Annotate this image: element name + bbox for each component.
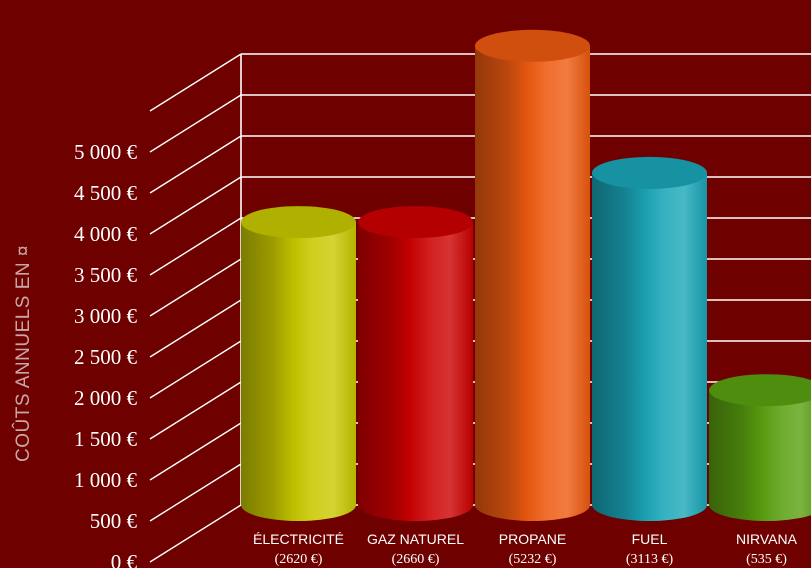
x-axis-labels: ÉLECTRICITÉ (2620 €) GAZ NATUREL (2660 €) PR… — [253, 531, 798, 567]
x-category-label: ÉLECTRICITÉ — [253, 531, 344, 547]
y-tick-label: 0 € — [111, 550, 138, 568]
gridline-depth — [149, 94, 242, 153]
bar-body — [475, 45, 590, 522]
y-tick-label: 3 500 € — [74, 263, 138, 287]
gridline-depth — [149, 258, 242, 317]
bar-value-label: (3113 €) — [626, 552, 674, 567]
x-category-label: PROPANE — [499, 531, 566, 547]
bar — [241, 206, 356, 521]
y-axis-label: COÛTS ANNUELS EN ¤ — [12, 245, 34, 462]
gridline-depth — [149, 135, 242, 194]
bar-value-label: (2620 €) — [275, 552, 323, 567]
gridline-depth — [149, 381, 242, 440]
bar-top — [592, 156, 707, 189]
bar-top — [241, 206, 356, 239]
bar-top — [358, 206, 473, 239]
bar-body — [592, 172, 707, 521]
bar-value-label: (2660 €) — [392, 552, 440, 567]
bars — [241, 29, 811, 522]
bar — [358, 206, 473, 521]
gridline-depth — [149, 504, 242, 563]
y-tick-label: 4 000 € — [74, 222, 138, 246]
bar-body — [709, 390, 811, 521]
x-category-label: GAZ NATUREL — [367, 531, 464, 547]
bar — [592, 156, 707, 521]
y-tick-label: 1 000 € — [74, 468, 138, 492]
y-tick-label: 4 500 € — [74, 181, 138, 205]
y-tick-label: 5 000 € — [74, 140, 138, 164]
bar-top — [475, 29, 590, 62]
gridline-depth — [149, 217, 242, 276]
y-tick-label: 1 500 € — [74, 427, 138, 451]
gridline-depth — [149, 422, 242, 481]
x-category-label: FUEL — [632, 531, 668, 547]
y-axis-ticks: 0 € 500 € 1 000 € 1 500 € 2 000 € 2 500 € 3 00… — [74, 140, 138, 568]
y-tick-label: 3 000 € — [74, 304, 138, 328]
gridline-depth — [149, 53, 242, 112]
bar-top — [709, 374, 811, 407]
y-tick-label: 2 500 € — [74, 345, 138, 369]
y-tick-label: 2 000 € — [74, 386, 138, 410]
gridline-depth — [149, 340, 242, 399]
bar-value-label: (535 €) — [746, 552, 787, 567]
x-category-label: NIRVANA — [736, 531, 798, 547]
bar — [709, 374, 811, 521]
gridline-depth — [149, 176, 242, 235]
bar-value-label: (5232 €) — [509, 552, 557, 567]
bar-body — [358, 222, 473, 521]
y-tick-label: 500 € — [90, 509, 138, 533]
gridline-depth — [149, 463, 242, 522]
gridline-depth — [149, 299, 242, 358]
bar-body — [241, 222, 356, 521]
bar — [475, 29, 590, 522]
